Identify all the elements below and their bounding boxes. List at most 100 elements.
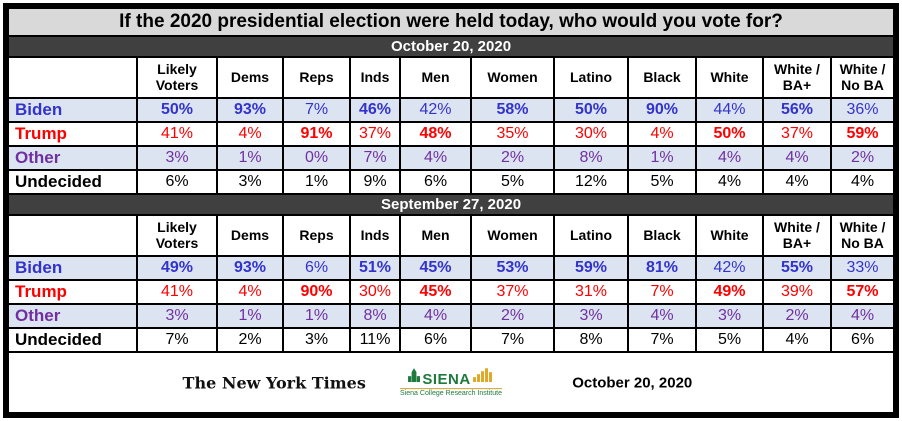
column-header-inds: Inds <box>349 56 401 99</box>
table-row-other: Other 3% 1% 0% 7% 4% 2% 8% 1% 4% 4% 2% <box>7 145 896 171</box>
cell-other-reps: 1% <box>282 303 351 329</box>
column-header-black: Black <box>627 214 697 257</box>
cell-biden-white-no-ba: 36% <box>829 97 896 123</box>
cell-biden-reps: 6% <box>282 255 351 281</box>
cell-other-white-no-ba: 4% <box>829 303 896 329</box>
column-header-women: Women <box>470 214 555 257</box>
column-header-likely-voters: Likely Voters <box>136 214 218 257</box>
cell-other-inds: 8% <box>349 303 401 329</box>
cell-trump-black: 4% <box>627 121 697 147</box>
cell-undecided-reps: 1% <box>282 169 351 195</box>
row-label-trump: Trump <box>7 121 138 147</box>
column-header-white-no-ba: White / No BA <box>829 214 896 257</box>
cell-trump-men: 48% <box>399 121 472 147</box>
cell-undecided-men: 6% <box>399 169 472 195</box>
column-header-men: Men <box>399 214 472 257</box>
cell-trump-latino: 30% <box>553 121 629 147</box>
cell-other-latino: 8% <box>553 145 629 171</box>
cell-undecided-reps: 3% <box>282 327 351 353</box>
column-header-women: Women <box>470 56 555 99</box>
cell-trump-white-ba: 37% <box>762 121 832 147</box>
cell-biden-white: 42% <box>695 255 764 281</box>
column-header-white: White <box>695 56 764 99</box>
cell-undecided-white-ba: 4% <box>762 169 832 195</box>
cell-biden-reps: 7% <box>282 97 351 123</box>
row-label-biden: Biden <box>7 97 138 123</box>
column-header-white: White <box>695 214 764 257</box>
cell-biden-women: 58% <box>470 97 555 123</box>
cell-other-women: 2% <box>470 303 555 329</box>
footer-inner: The New York Times SI <box>10 354 892 411</box>
cell-undecided-dems: 3% <box>216 169 284 195</box>
cell-biden-white: 44% <box>695 97 764 123</box>
cell-trump-inds: 30% <box>349 279 401 305</box>
column-header-latino: Latino <box>553 214 629 257</box>
cell-undecided-women: 5% <box>470 169 555 195</box>
cell-undecided-white: 5% <box>695 327 764 353</box>
cell-other-black: 1% <box>627 145 697 171</box>
cell-undecided-inds: 9% <box>349 169 401 195</box>
cell-trump-latino: 31% <box>553 279 629 305</box>
cell-other-likely-voters: 3% <box>136 303 218 329</box>
cell-trump-white-ba: 39% <box>762 279 832 305</box>
cell-undecided-white: 4% <box>695 169 764 195</box>
cell-biden-latino: 59% <box>553 255 629 281</box>
cell-other-white: 3% <box>695 303 764 329</box>
cell-undecided-women: 7% <box>470 327 555 353</box>
cell-trump-dems: 4% <box>216 279 284 305</box>
column-header-latino: Latino <box>553 56 629 99</box>
cell-other-white: 4% <box>695 145 764 171</box>
siena-logo-text: SIENA <box>422 370 471 388</box>
footer: The New York Times SI <box>6 351 896 414</box>
row-label-other: Other <box>7 303 138 329</box>
cell-other-likely-voters: 3% <box>136 145 218 171</box>
column-header-dems: Dems <box>216 56 284 99</box>
table-row-trump: Trump 41% 4% 90% 30% 45% 37% 31% 7% 49% 39% 57% <box>7 279 896 305</box>
column-header-inds: Inds <box>349 214 401 257</box>
row-label-trump: Trump <box>7 279 138 305</box>
cell-undecided-inds: 11% <box>349 327 401 353</box>
cell-other-reps: 0% <box>282 145 351 171</box>
cell-undecided-white-ba: 4% <box>762 327 832 353</box>
row-label-biden: Biden <box>7 255 138 281</box>
column-header-white-no-ba: White / No BA <box>829 56 896 99</box>
cell-biden-men: 45% <box>399 255 472 281</box>
cell-undecided-likely-voters: 6% <box>136 169 218 195</box>
corner-cell <box>7 56 138 99</box>
cell-trump-women: 37% <box>470 279 555 305</box>
cell-trump-white: 50% <box>695 121 764 147</box>
siena-building-icon <box>408 367 421 387</box>
column-header-reps: Reps <box>282 214 351 257</box>
column-header-black: Black <box>627 56 697 99</box>
column-header-white-ba: White / BA+ <box>762 56 832 99</box>
cell-biden-dems: 93% <box>216 97 284 123</box>
cell-biden-likely-voters: 50% <box>136 97 218 123</box>
section-date-1: September 27, 2020 <box>6 193 896 216</box>
column-header-men: Men <box>399 56 472 99</box>
cell-trump-likely-voters: 41% <box>136 121 218 147</box>
column-header-reps: Reps <box>282 56 351 99</box>
cell-other-dems: 1% <box>216 303 284 329</box>
row-label-undecided: Undecided <box>7 169 138 195</box>
section-date-0: October 20, 2020 <box>6 35 896 58</box>
footer-date: October 20, 2020 <box>572 374 693 391</box>
cell-undecided-black: 5% <box>627 169 697 195</box>
cell-other-dems: 1% <box>216 145 284 171</box>
cell-undecided-latino: 8% <box>553 327 629 353</box>
cell-undecided-men: 6% <box>399 327 472 353</box>
cell-trump-white-no-ba: 59% <box>829 121 896 147</box>
siena-bars-icon <box>472 367 494 387</box>
cell-biden-inds: 51% <box>349 255 401 281</box>
cell-undecided-likely-voters: 7% <box>136 327 218 353</box>
cell-other-men: 4% <box>399 303 472 329</box>
cell-biden-likely-voters: 49% <box>136 255 218 281</box>
cell-other-white-ba: 4% <box>762 145 832 171</box>
poll-graphic-frame: If the 2020 presidential election were h… <box>3 3 899 418</box>
cell-biden-black: 90% <box>627 97 697 123</box>
cell-other-latino: 3% <box>553 303 629 329</box>
column-header-white-ba: White / BA+ <box>762 214 832 257</box>
cell-biden-men: 42% <box>399 97 472 123</box>
cell-undecided-white-no-ba: 4% <box>829 169 896 195</box>
siena-logo: SIENA <box>400 367 502 398</box>
cell-trump-white: 49% <box>695 279 764 305</box>
